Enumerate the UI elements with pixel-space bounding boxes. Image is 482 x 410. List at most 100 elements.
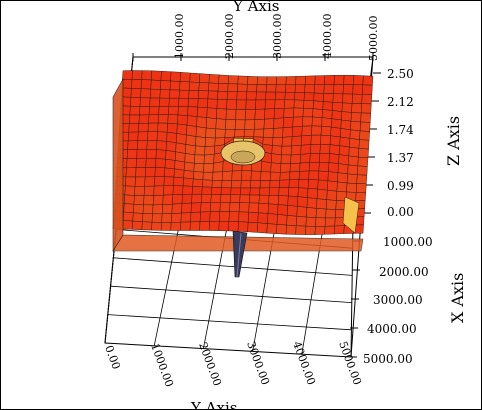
z-tick-4: 1.37 <box>387 151 414 165</box>
surface-cell <box>272 127 284 138</box>
surface-cell <box>276 214 288 226</box>
surface-cell <box>143 185 155 196</box>
surface-cell <box>274 91 286 101</box>
surface-cell <box>326 189 338 201</box>
surface-cell <box>333 84 344 95</box>
surface-cell <box>282 126 293 138</box>
surface-cell <box>208 74 220 84</box>
surface-cell <box>199 211 211 222</box>
surface-cell <box>122 70 133 80</box>
surface-cell <box>259 187 270 196</box>
surface-cell <box>192 178 204 188</box>
surface-cell <box>144 176 156 187</box>
surface-cell <box>277 195 289 206</box>
surface-cell <box>321 109 333 119</box>
surface-cell <box>169 89 180 99</box>
surface-cell <box>219 211 230 222</box>
surface-cell <box>333 225 345 235</box>
surface-cell <box>297 196 308 208</box>
surface-cell <box>176 123 188 136</box>
surface-cell <box>158 97 170 107</box>
surface-cell <box>210 194 222 203</box>
surface-cell <box>323 93 334 103</box>
surface-cell <box>224 129 236 138</box>
y-tick-bottom-2: 2000.00 <box>196 341 224 388</box>
surface-cell <box>295 225 307 235</box>
surface-cell <box>237 221 249 233</box>
surface-cell <box>258 194 270 205</box>
surface-cell <box>316 198 328 210</box>
surface-cell <box>227 75 239 85</box>
surface-cell <box>248 202 260 214</box>
surface-cell <box>234 119 246 130</box>
surface-cell <box>157 122 168 133</box>
surface-cell <box>134 186 145 196</box>
floor-grid-line <box>301 216 326 355</box>
surface-cell <box>247 221 259 233</box>
surface-cell <box>276 76 287 86</box>
surface-cell <box>272 137 283 147</box>
surface-cell <box>318 170 329 182</box>
surface-cell <box>231 170 243 181</box>
surface-cell <box>330 126 342 138</box>
surface-cell <box>180 212 192 223</box>
y-ticks-bottom: 0.00 1000.00 2000.00 3000.00 4000.00 500… <box>102 340 364 389</box>
surface-cell <box>337 172 348 184</box>
surface-cell <box>152 204 163 215</box>
surface-cell <box>138 114 150 124</box>
surface-cell <box>216 108 227 120</box>
surface-cell <box>149 97 161 107</box>
surface-cell <box>199 221 210 231</box>
surface-cell <box>234 129 245 138</box>
y-axis-title-bottom: Y Axis <box>190 399 237 409</box>
surface-cell <box>247 211 259 224</box>
surface-cell <box>170 212 182 223</box>
surface-cell <box>186 124 197 137</box>
surface-cell <box>215 128 226 139</box>
surface-cell <box>211 180 223 188</box>
surface-cell <box>216 99 228 110</box>
surface-cell <box>136 140 148 150</box>
surface-cell <box>333 74 345 85</box>
surface-cell <box>290 154 301 164</box>
surface-cell <box>332 102 343 112</box>
surface-cell <box>268 195 279 205</box>
surface-cell <box>183 169 195 180</box>
surface-cell <box>142 213 153 223</box>
surface-cell <box>237 75 249 85</box>
surface-cell <box>219 202 231 212</box>
surface-cell <box>238 211 249 223</box>
surface-cell <box>221 180 232 189</box>
surface-cell <box>355 183 367 193</box>
surface-cell <box>350 120 361 132</box>
surface-cell <box>182 177 194 187</box>
surface-cell <box>276 224 287 235</box>
surface-cell <box>358 148 369 159</box>
surface-cell <box>286 215 298 227</box>
surface-cell <box>211 187 222 195</box>
surface-cell <box>281 136 293 147</box>
floor-grid-line <box>107 314 352 331</box>
surface-cell <box>129 114 140 124</box>
surface-cell <box>256 84 267 93</box>
surface-cell <box>130 97 141 107</box>
surface-cell <box>200 202 212 213</box>
surface-cell <box>132 212 144 222</box>
surface-cell <box>127 131 139 142</box>
surface-cell <box>191 186 203 195</box>
surface-cell <box>152 194 164 206</box>
surface-cell <box>208 221 220 231</box>
surface-cell <box>165 150 176 161</box>
x-tick-1: 1000.00 <box>383 235 433 249</box>
surface-cell <box>208 82 219 92</box>
surface-cell <box>322 101 334 111</box>
surface-cell <box>288 179 300 189</box>
surface-cell <box>206 107 218 119</box>
surface-cell <box>194 154 205 165</box>
x-axis-title: X Axis <box>448 273 467 323</box>
surface-cell <box>228 221 239 232</box>
surface-cell <box>266 223 278 234</box>
surface-cell <box>343 74 355 85</box>
surface-cell <box>172 185 184 196</box>
surface-cell <box>315 208 327 219</box>
